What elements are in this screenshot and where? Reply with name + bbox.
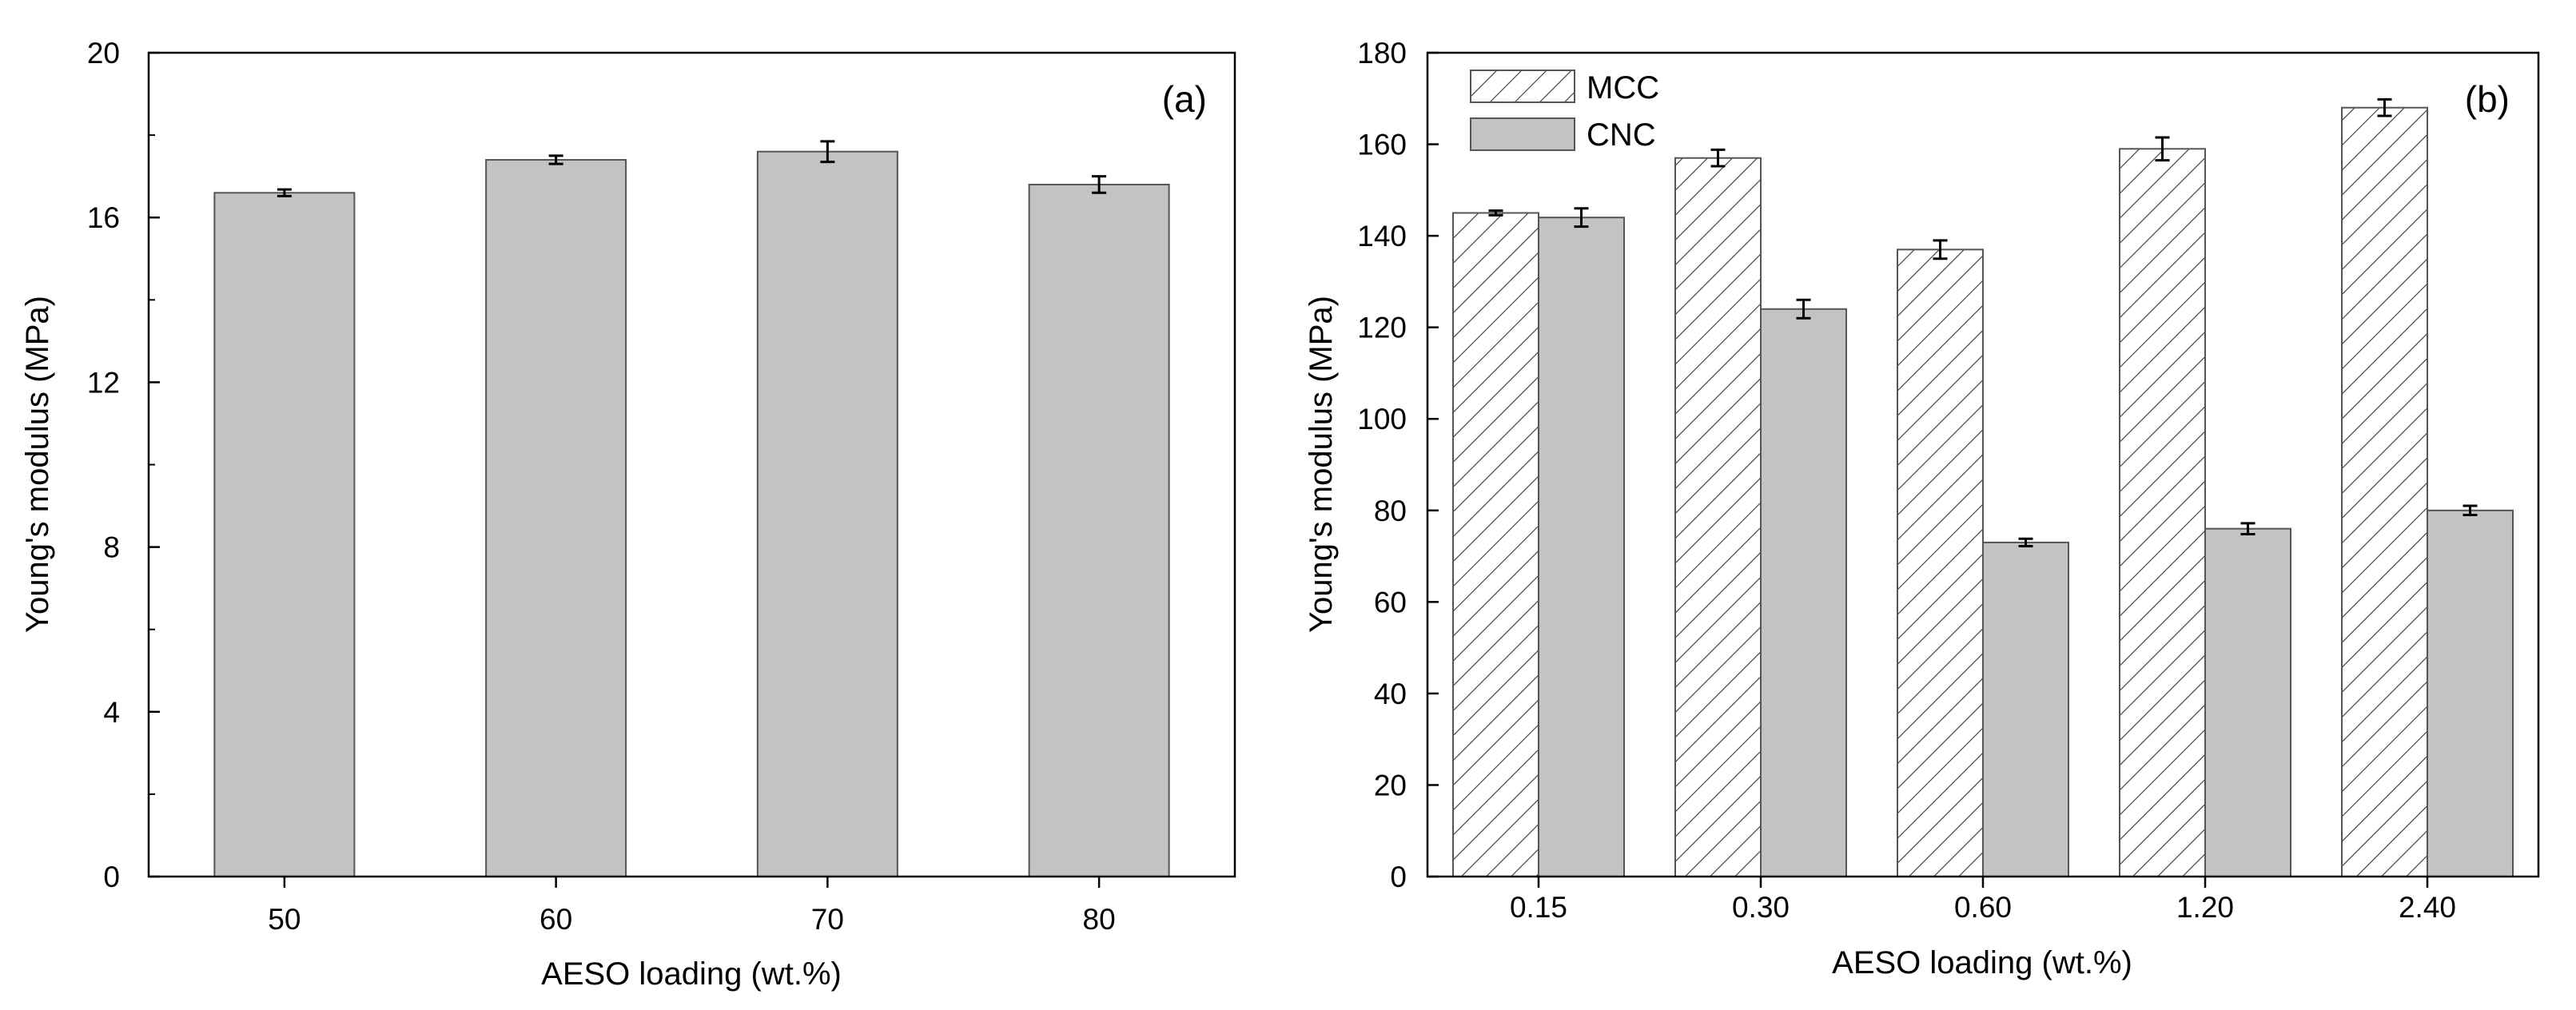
panel-b-bars — [1452, 97, 2514, 878]
legend-swatch-cnc — [1470, 117, 1575, 151]
panel-b-bar-mcc-1.20 — [2119, 148, 2206, 878]
panel-b-x-tick-label: 0.15 — [1510, 891, 1567, 924]
panel-b-error-bar-cnc-1.20 — [2240, 522, 2255, 536]
panel-b-bar-mcc-0.60 — [1897, 249, 1984, 877]
panel-b-x-ticks: 0.15 0.30 0.60 1.20 2.40 — [1510, 877, 2456, 924]
panel-b-y-tick-label: 180 — [1357, 37, 1407, 70]
panel-b-legend: MCC CNC — [1470, 70, 1659, 153]
panel-b-y-tick-label: 140 — [1357, 220, 1407, 252]
panel-a-x-axis-label: AESO loading (wt.%) — [541, 956, 842, 992]
chart-panel-a: 0 4 8 12 16 20 50 60 70 80 (a) AESO loading (wt.… — [20, 37, 1236, 992]
panel-a-y-tick-label: 20 — [87, 37, 120, 70]
panel-b-x-tick-label: 0.60 — [1954, 891, 2012, 924]
panel-b-bar-mcc-0.30 — [1674, 157, 1762, 877]
panel-b-x-tick-label: 2.40 — [2399, 891, 2456, 924]
panel-a-y-tick-label: 4 — [103, 696, 120, 729]
panel-b-bar-cnc-0.15 — [1538, 217, 1625, 877]
panel-a-bar-series-50 — [213, 192, 356, 877]
panel-b-bar-cnc-0.30 — [1760, 308, 1847, 877]
panel-a-x-tick-label: 80 — [1083, 903, 1116, 936]
panel-b-bar-cnc-1.20 — [2204, 527, 2291, 877]
panel-a-label: (a) — [1162, 78, 1207, 120]
panel-a-y-axis-label: Young's modulus (MPa) — [20, 296, 55, 633]
panel-b-error-bar-mcc-0.30 — [1710, 148, 1726, 168]
panel-b-error-bar-mcc-1.20 — [2155, 136, 2170, 162]
panel-b-error-bar-cnc-0.60 — [2018, 537, 2033, 547]
legend-label-mcc: MCC — [1587, 70, 1659, 105]
panel-b-bar-mcc-0.15 — [1452, 212, 1539, 877]
panel-a-bar-series-70 — [756, 150, 898, 878]
panel-a-x-ticks: 50 60 70 80 — [268, 877, 1116, 936]
panel-b-x-tick-label: 0.30 — [1732, 891, 1790, 924]
panel-a-x-tick-label: 70 — [811, 903, 844, 936]
panel-b-bar-cnc-2.40 — [2427, 509, 2514, 877]
panel-b-y-tick-label: 100 — [1357, 403, 1407, 435]
panel-b-y-ticks: 0 20 40 60 80 100 120 140 160 180 — [1357, 37, 1439, 893]
panel-b-x-axis-label: AESO loading (wt.%) — [1832, 945, 2132, 980]
panel-b-y-tick-label: 20 — [1374, 769, 1407, 801]
panel-a-error-bar-series-50 — [277, 188, 292, 197]
panel-b-x-tick-label: 1.20 — [2176, 891, 2234, 924]
panel-b-bar-mcc-2.40 — [2341, 106, 2428, 877]
panel-b-error-bar-cnc-0.30 — [1796, 298, 1811, 320]
panel-a-y-tick-label: 12 — [87, 366, 120, 399]
panel-a-error-bar-series-60 — [548, 154, 563, 165]
panel-b-y-tick-label: 160 — [1357, 129, 1407, 161]
panel-a-y-tick-label: 16 — [87, 201, 120, 234]
panel-a-y-tick-label: 8 — [103, 531, 120, 564]
panel-a-bars — [213, 140, 1170, 878]
panel-b-error-bar-cnc-2.40 — [2463, 504, 2478, 517]
panel-a-bar-series-80 — [1028, 183, 1170, 877]
panel-b-y-tick-label: 80 — [1374, 495, 1407, 527]
panel-b-y-tick-label: 60 — [1374, 586, 1407, 618]
panel-b-error-bar-cnc-0.15 — [1574, 207, 1589, 229]
panel-a-x-tick-label: 50 — [268, 903, 301, 936]
panel-b-y-tick-label: 40 — [1374, 678, 1407, 710]
panel-b-label: (b) — [2465, 78, 2510, 120]
panel-b-y-axis-label: Young's modulus (MPa) — [1304, 296, 1339, 633]
legend-swatch-mcc — [1470, 70, 1575, 103]
panel-b-y-tick-label: 0 — [1390, 861, 1407, 893]
panel-a-y-ticks: 0 4 8 12 16 20 — [87, 37, 160, 893]
panel-b-error-bar-mcc-0.15 — [1488, 209, 1503, 217]
panel-b-error-bar-mcc-2.40 — [2377, 97, 2392, 117]
panel-a-bar-series-60 — [485, 159, 627, 877]
chart-panel-b: 0 20 40 60 80 100 120 140 160 180 0.15 0.30 0.60 1.2… — [1304, 37, 2540, 980]
panel-a-error-bar-series-80 — [1092, 175, 1107, 194]
panel-a-error-bar-series-70 — [820, 140, 835, 164]
panel-a-y-tick-label: 0 — [103, 861, 120, 893]
panel-a-x-tick-label: 60 — [539, 903, 572, 936]
panel-b-bar-cnc-0.60 — [1982, 541, 2069, 877]
panel-b-y-tick-label: 120 — [1357, 312, 1407, 344]
panel-b-error-bar-mcc-0.60 — [1933, 239, 1948, 260]
legend-label-cnc: CNC — [1587, 117, 1656, 153]
